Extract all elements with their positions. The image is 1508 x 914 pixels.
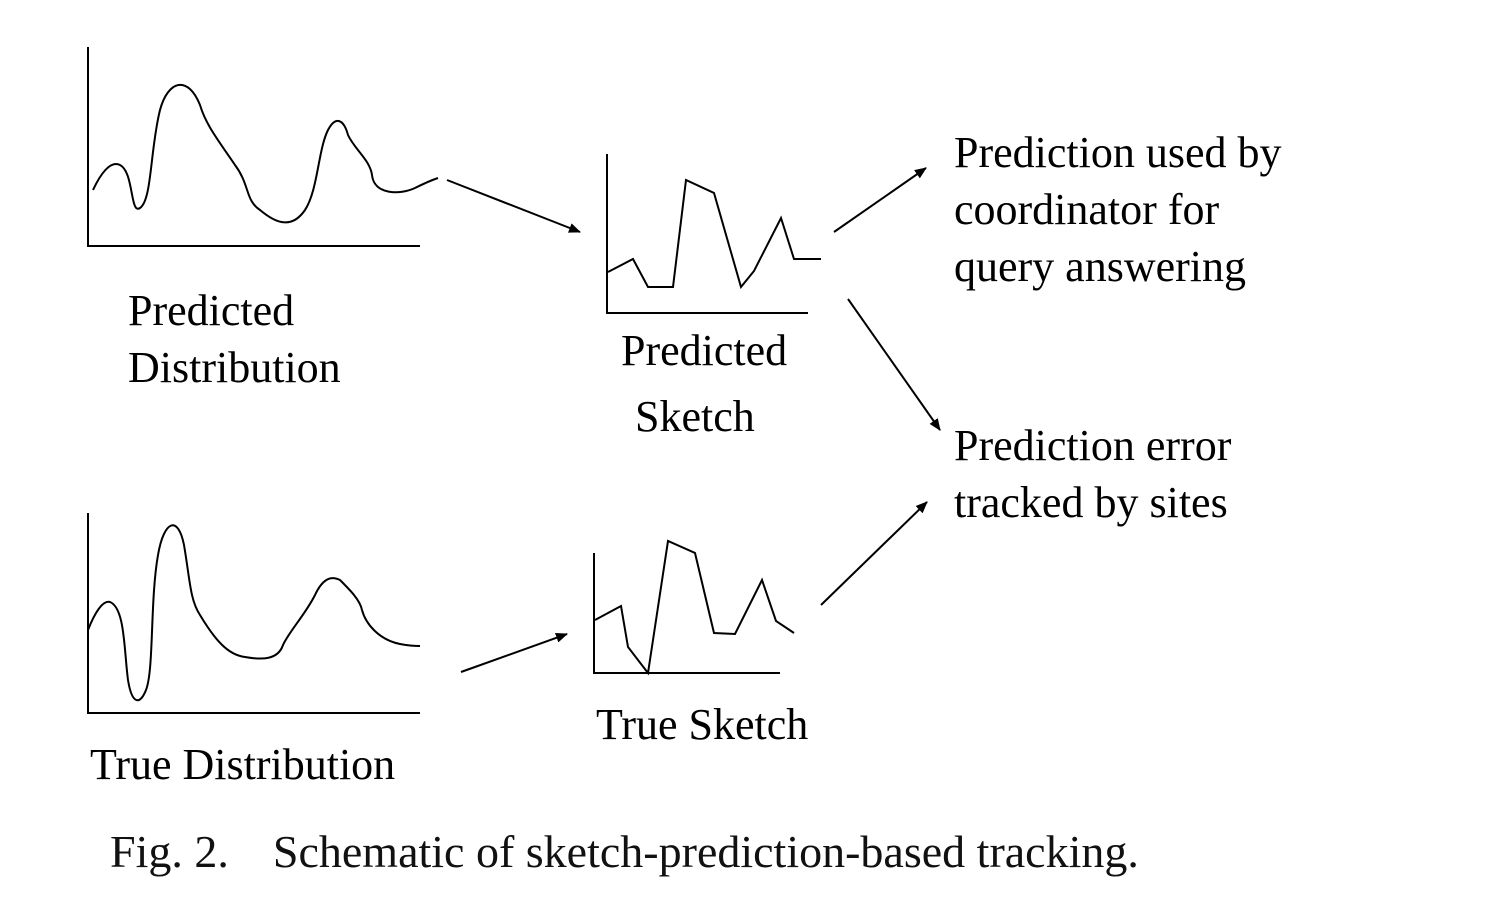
true-distribution-curve xyxy=(87,524,421,702)
predicted-distribution-label: Predicted Distribution xyxy=(128,286,341,392)
figure-caption-text: Schematic of sketch-prediction-based tra… xyxy=(272,826,1139,877)
true-distribution-label: True Distribution xyxy=(90,740,396,789)
predicted-distribution-curve xyxy=(92,84,439,224)
true-distribution-plot xyxy=(87,513,421,714)
arrow-distribution-to-sketch xyxy=(446,179,581,233)
predicted-distribution-axes xyxy=(87,47,420,247)
arrow-predicted-sketch-to-error xyxy=(847,298,941,431)
predicted-sketch-line xyxy=(607,178,821,290)
true-sketch-plot xyxy=(593,539,795,676)
predicted-sketch-label: Predicted Sketch xyxy=(621,326,788,441)
arrow-true-distribution-to-sketch xyxy=(460,633,568,673)
error-tracked-label: Prediction error tracked by sites xyxy=(954,421,1232,527)
predicted-sketch-axes xyxy=(606,154,808,314)
arrow-sketch-to-coordinator xyxy=(833,167,927,233)
figure-number: Fig. 2. xyxy=(110,826,229,877)
true-sketch-axes xyxy=(593,553,780,674)
coordinator-use-label: Prediction used by coordinator for query… xyxy=(954,128,1282,291)
true-sketch-line xyxy=(594,539,795,676)
predicted-sketch-plot xyxy=(606,154,821,314)
true-distribution-axes xyxy=(87,513,420,714)
arrow-true-sketch-to-error xyxy=(820,501,928,606)
true-sketch-label: True Sketch xyxy=(596,700,809,749)
figure-caption: Fig. 2. Schematic of sketch-prediction-ba… xyxy=(110,822,1139,882)
predicted-distribution-plot xyxy=(87,47,439,247)
